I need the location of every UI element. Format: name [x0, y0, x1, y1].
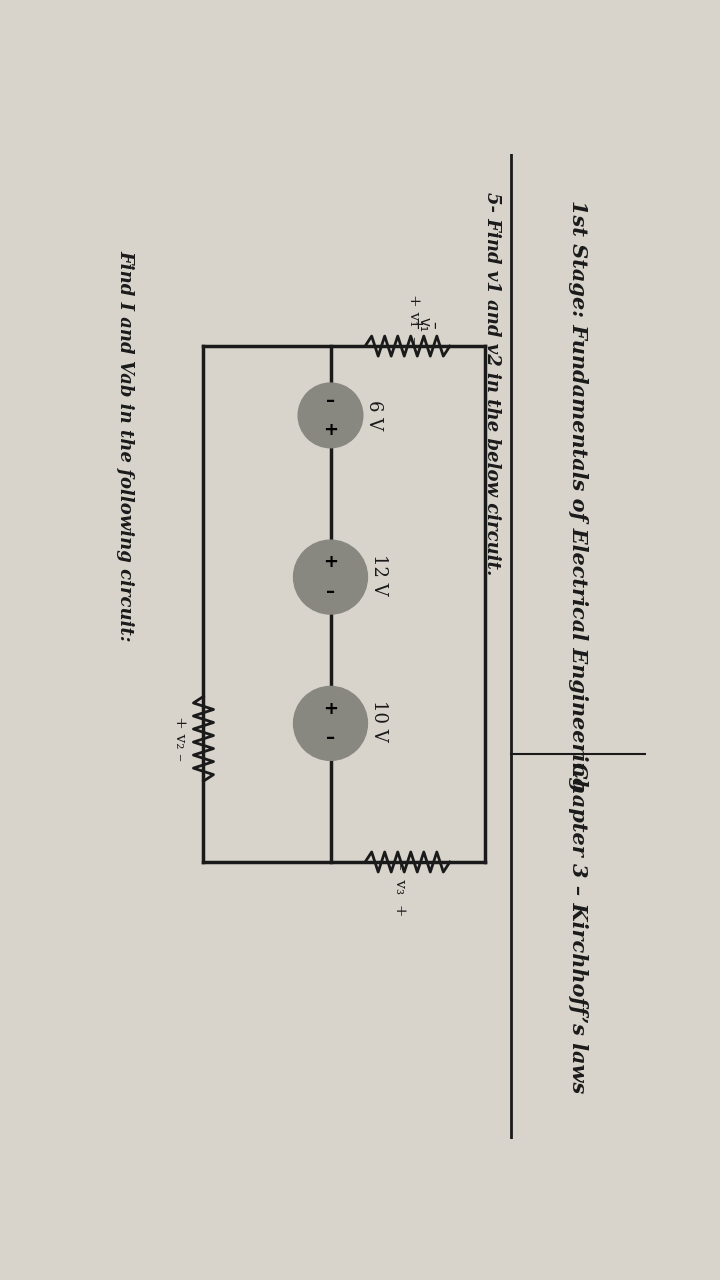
Text: 6 V: 6 V — [365, 399, 383, 430]
Text: + v₂ –: + v₂ – — [174, 717, 187, 762]
Text: –: – — [326, 730, 335, 748]
Text: + v₁  –: + v₁ – — [408, 294, 421, 344]
Text: –: – — [427, 321, 442, 329]
Text: 1st Stage: Fundamentals of Electrical Engineering: 1st Stage: Fundamentals of Electrical En… — [568, 200, 588, 791]
Text: 5- Find v1 and v2 in the below circuit.: 5- Find v1 and v2 in the below circuit. — [483, 192, 501, 575]
Circle shape — [294, 540, 367, 614]
Text: –  v₃  +: – v₃ + — [394, 861, 408, 916]
Text: +: + — [408, 319, 423, 332]
Text: –: – — [326, 582, 335, 600]
Text: 12 V: 12 V — [370, 554, 388, 595]
Text: Find I and Vab in the following circuit:: Find I and Vab in the following circuit: — [116, 251, 134, 643]
Text: 10 V: 10 V — [370, 700, 388, 742]
Text: v₁: v₁ — [417, 317, 432, 332]
Circle shape — [298, 383, 363, 448]
Circle shape — [294, 686, 367, 760]
Text: +: + — [323, 700, 338, 718]
Text: Chapter 3 – Kirchhoff’s laws: Chapter 3 – Kirchhoff’s laws — [568, 762, 588, 1093]
Text: +: + — [323, 553, 338, 571]
Text: +: + — [323, 421, 338, 439]
Text: –: – — [326, 392, 335, 410]
